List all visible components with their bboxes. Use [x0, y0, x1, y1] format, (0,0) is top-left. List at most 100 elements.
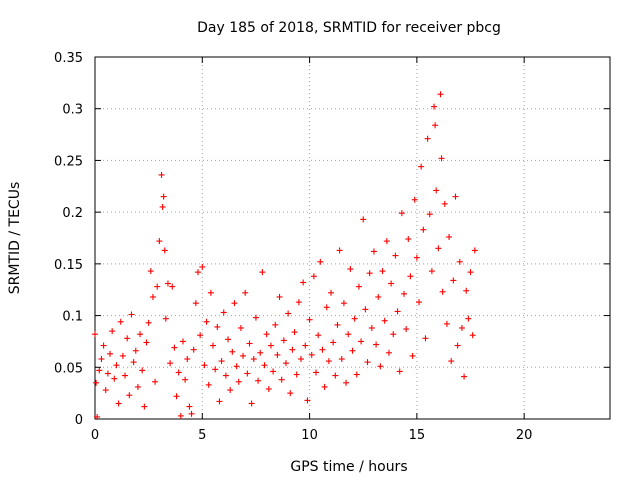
data-point	[418, 163, 425, 170]
data-point	[366, 270, 373, 277]
data-point	[190, 346, 197, 353]
data-point	[362, 306, 369, 313]
data-point	[212, 366, 219, 373]
x-axis-label: GPS time / hours	[290, 459, 407, 475]
data-point	[92, 331, 98, 338]
data-point	[186, 403, 193, 410]
data-point	[160, 193, 167, 200]
data-point	[390, 331, 397, 338]
data-point	[274, 351, 281, 358]
data-point	[439, 288, 446, 295]
data-point	[461, 373, 468, 380]
data-point	[351, 315, 358, 322]
data-point	[261, 362, 268, 369]
data-point	[467, 269, 474, 276]
data-point	[330, 339, 337, 346]
data-point	[263, 331, 270, 338]
data-point	[431, 103, 438, 110]
data-point	[276, 293, 283, 300]
data-point	[141, 403, 148, 410]
data-point	[152, 378, 159, 385]
data-point	[336, 247, 343, 254]
data-point	[358, 338, 365, 345]
x-tick-label: 15	[409, 428, 426, 443]
data-point	[317, 258, 324, 265]
data-point	[308, 351, 315, 358]
grid-lines	[95, 57, 610, 419]
data-point	[169, 283, 176, 290]
data-point	[139, 367, 146, 374]
data-point	[93, 379, 100, 386]
data-point	[250, 356, 257, 363]
axis-ticks	[94, 56, 610, 420]
data-point	[259, 269, 266, 276]
data-point	[405, 236, 412, 243]
data-point	[128, 311, 135, 318]
data-point	[360, 216, 367, 223]
data-point	[115, 400, 122, 407]
data-point	[471, 247, 478, 254]
data-point	[310, 273, 317, 280]
data-point	[381, 317, 388, 324]
data-point	[347, 266, 354, 273]
data-point	[122, 372, 129, 379]
data-point	[349, 347, 356, 354]
data-point	[295, 299, 302, 306]
data-point	[203, 318, 210, 325]
data-point	[426, 211, 433, 218]
data-point	[248, 400, 255, 407]
data-point	[167, 360, 174, 367]
data-point	[298, 356, 304, 363]
data-point	[235, 378, 242, 385]
data-point	[207, 289, 214, 296]
data-point	[145, 319, 152, 326]
data-point	[162, 315, 169, 322]
data-point	[446, 233, 453, 240]
data-point	[214, 323, 221, 330]
data-point	[154, 283, 161, 290]
data-point	[173, 393, 180, 400]
data-point	[377, 363, 384, 370]
x-tick-label: 10	[301, 428, 318, 443]
data-point	[353, 371, 360, 378]
data-point	[159, 203, 166, 210]
data-point	[195, 269, 201, 276]
data-point	[355, 283, 362, 290]
y-tick-labels: 0 0.05 0.1 0.15 0.2 0.25 0.3 0.35	[54, 51, 83, 428]
data-point	[218, 358, 225, 365]
data-point	[323, 304, 330, 311]
data-point	[370, 248, 377, 255]
x-tick-label: 0	[91, 428, 99, 443]
data-point	[345, 331, 352, 338]
y-tick-label: 0	[75, 413, 83, 428]
data-point	[463, 287, 470, 294]
data-point	[197, 332, 204, 339]
data-point	[100, 342, 107, 349]
data-points	[92, 91, 478, 420]
data-point	[407, 273, 414, 280]
data-point	[332, 372, 339, 379]
data-point	[328, 289, 335, 296]
data-point	[287, 390, 294, 397]
data-point	[416, 299, 423, 306]
data-point	[220, 309, 227, 316]
data-point	[340, 300, 347, 307]
data-point	[334, 321, 341, 328]
y-axis-label: SRMTID / TECUs	[7, 182, 23, 295]
data-point	[424, 135, 431, 142]
data-point	[143, 339, 150, 346]
data-point	[379, 268, 386, 275]
data-point	[126, 392, 133, 399]
data-point	[104, 370, 111, 377]
data-point	[469, 332, 476, 339]
data-point	[134, 383, 141, 390]
data-point	[111, 375, 118, 382]
data-point	[458, 324, 465, 331]
data-point	[210, 342, 217, 349]
data-point	[428, 268, 435, 275]
data-point	[394, 308, 401, 315]
data-point	[137, 331, 144, 338]
data-point	[124, 335, 131, 342]
data-point	[147, 268, 154, 275]
